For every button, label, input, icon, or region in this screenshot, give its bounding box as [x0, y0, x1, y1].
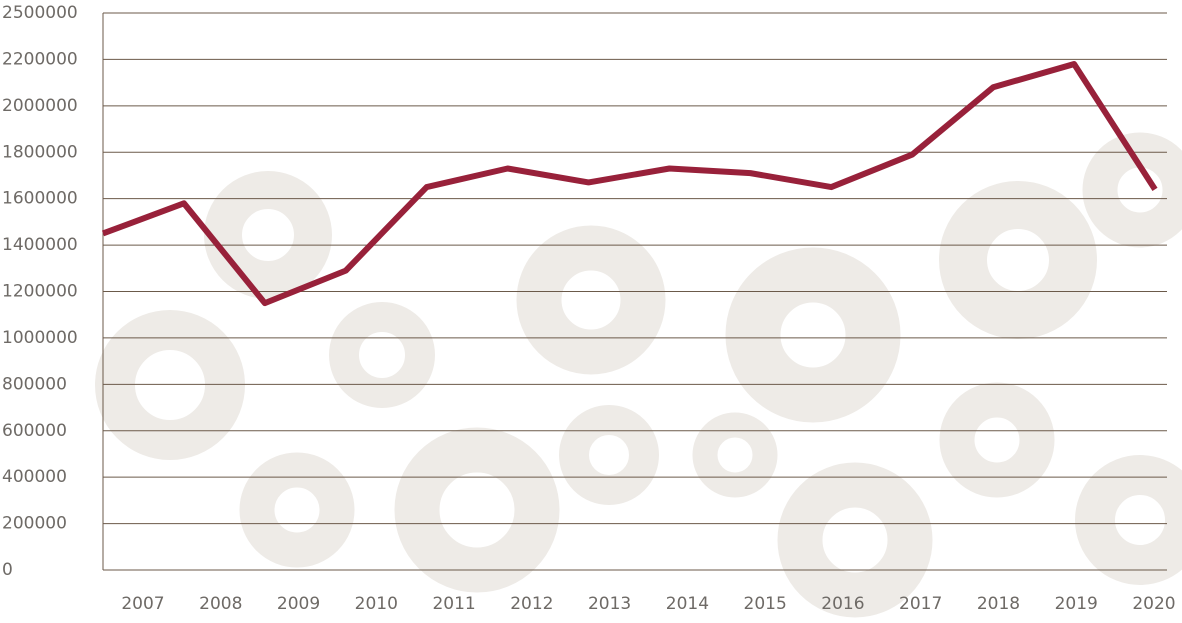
x-tick-label: 2016 [821, 594, 864, 614]
y-tick-label: 1000000 [2, 328, 78, 348]
x-tick-label: 2008 [199, 594, 242, 614]
y-tick-label: 2200000 [2, 49, 78, 69]
y-tick-label: 2500000 [2, 3, 78, 23]
y-tick-label: 1400000 [2, 235, 78, 255]
x-tick-label: 2017 [899, 594, 942, 614]
x-tick-label: 2019 [1055, 594, 1098, 614]
x-tick-label: 2018 [977, 594, 1020, 614]
y-tick-label: 1200000 [2, 282, 78, 302]
y-tick-label: 800000 [2, 374, 67, 394]
x-tick-label: 2007 [121, 594, 164, 614]
x-tick-label: 2015 [744, 594, 787, 614]
x-tick-label: 2014 [666, 594, 709, 614]
y-tick-label: 0 [2, 560, 13, 580]
y-tick-label: 400000 [2, 467, 67, 487]
y-tick-label: 600000 [2, 421, 67, 441]
y-tick-label: 1800000 [2, 142, 78, 162]
x-tick-label: 2009 [277, 594, 320, 614]
page: {"chart_data": {"type": "line", "categor… [0, 0, 1182, 619]
chart: 0 200000 400000 600000 800000 1000000 1200000 1… [0, 0, 1182, 619]
x-tick-label: 2012 [510, 594, 553, 614]
x-tick-label: 2010 [355, 594, 398, 614]
y-tick-label: 2000000 [2, 96, 78, 116]
x-tick-label: 2011 [432, 594, 475, 614]
x-tick-label: 2020 [1132, 594, 1175, 614]
background-gears [115, 150, 1182, 595]
x-tick-label: 2013 [588, 594, 631, 614]
y-tick-label: 1600000 [2, 189, 78, 209]
y-tick-label: 200000 [2, 514, 67, 534]
